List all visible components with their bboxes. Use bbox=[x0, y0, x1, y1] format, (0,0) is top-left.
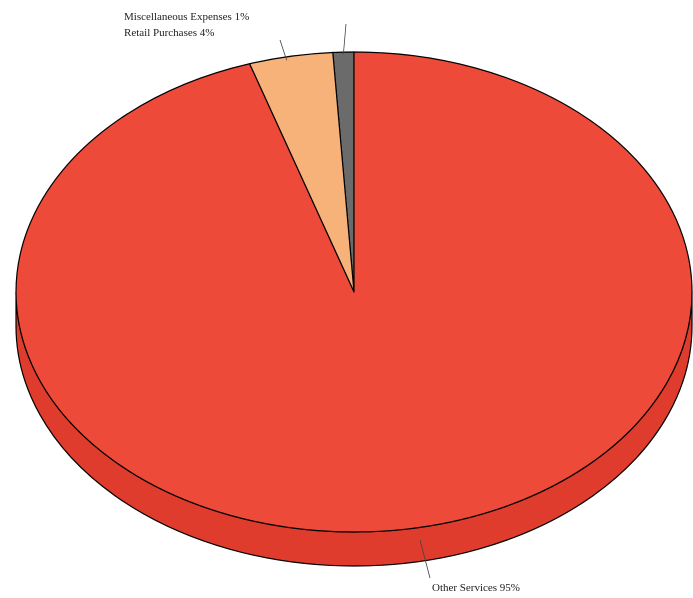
label-retail-purchases: Retail Purchases 4% bbox=[124, 27, 214, 39]
leader-miscellaneous-expenses bbox=[342, 23, 347, 55]
slice-other-services bbox=[15, 51, 693, 533]
label-other-services: Other Services 95% bbox=[432, 582, 520, 594]
leader-lines bbox=[279, 23, 431, 579]
leader-other-services bbox=[419, 539, 431, 579]
pie-top-face bbox=[15, 51, 693, 533]
leader-retail-purchases bbox=[279, 39, 288, 61]
label-miscellaneous-expenses: Miscellaneous Expenses 1% bbox=[124, 11, 249, 23]
